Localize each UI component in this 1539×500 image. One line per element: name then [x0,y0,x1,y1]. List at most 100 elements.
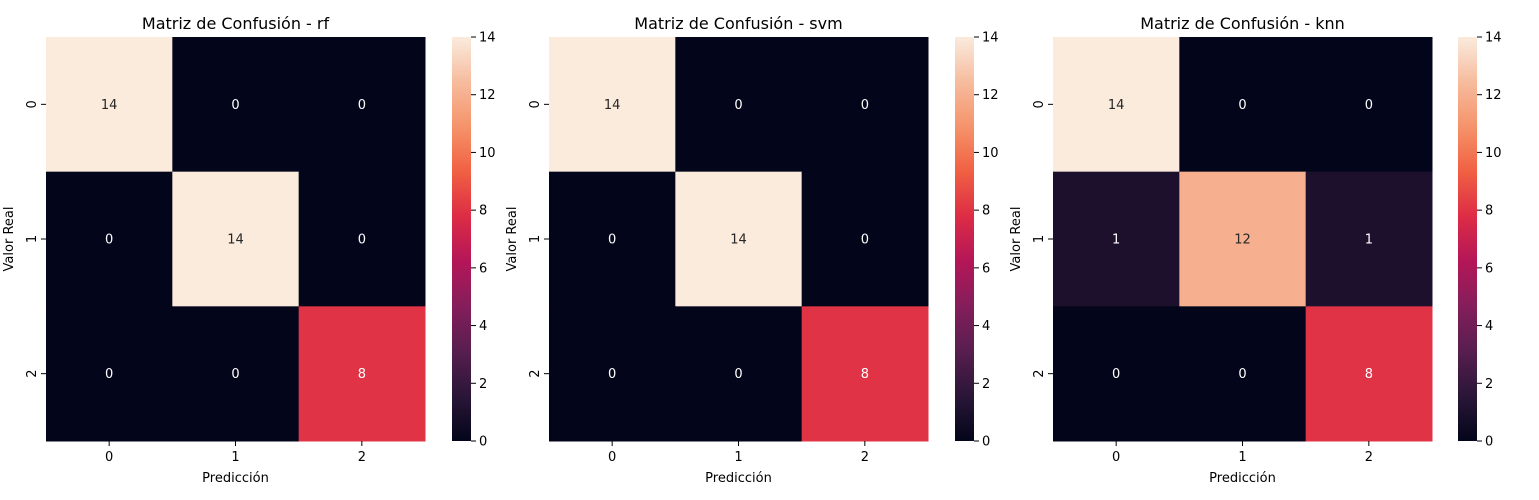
colorbar-tick-label: 6 [1485,261,1493,276]
x-tick-label: 0 [1112,450,1120,465]
y-tick-label: 0 [528,100,543,108]
cell-value-label: 0 [358,233,366,248]
cell-value-label: 8 [861,367,869,382]
heatmap-cell [801,171,929,307]
heatmap-cell [298,37,426,173]
chart-title: Matriz de Confusión - knn [1140,14,1345,33]
heatmap-cell [46,306,173,442]
colorbar-tick-label: 14 [982,31,999,46]
y-tick-label: 2 [1032,370,1047,378]
x-tick-label: 0 [608,450,616,465]
y-tick-label: 0 [1032,100,1047,108]
heatmap-cell [1053,306,1180,442]
heatmap-cell [1305,37,1433,173]
x-tick-label: 2 [1365,450,1373,465]
y-axis-label: Valor Real [505,207,520,272]
colorbar-tick-label: 10 [1485,146,1502,161]
cell-value-label: 14 [604,98,621,113]
colorbar-tick-label: 8 [1485,204,1493,219]
x-tick-label: 0 [105,450,113,465]
colorbar-tick-label: 2 [479,377,487,392]
heatmap-cell [549,171,676,307]
cell-value-label: 1 [1112,233,1120,248]
heatmap-cell [172,37,300,173]
heatmap-cell [549,37,676,173]
cell-value-label: 0 [734,367,742,382]
cell-value-label: 14 [730,233,747,248]
heatmap-cell [675,306,803,442]
x-tick-label: 2 [861,450,869,465]
y-tick-label: 1 [1032,235,1047,243]
x-axis-label: Predicción [202,471,269,486]
colorbar [452,37,471,441]
heatmap-cell [1305,306,1433,442]
cell-value-label: 0 [231,98,239,113]
colorbar-tick-label: 8 [982,204,990,219]
colorbar-tick-label: 2 [982,377,990,392]
cell-value-label: 1 [1365,233,1373,248]
cell-value-label: 0 [1238,367,1246,382]
colorbar-tick-label: 0 [982,435,990,450]
heatmap-cell [1305,171,1433,307]
heatmap-cell [46,171,173,307]
colorbar-tick-label: 6 [479,261,487,276]
x-tick-label: 1 [231,450,239,465]
chart-title: Matriz de Confusión - rf [142,14,330,33]
y-tick-label: 1 [528,235,543,243]
x-tick-label: 1 [1238,450,1246,465]
heatmap-cell [1179,306,1307,442]
heatmap-cell [801,37,929,173]
cell-value-label: 8 [358,367,366,382]
colorbar-tick-label: 14 [479,31,496,46]
heatmap-cell [549,306,676,442]
colorbar-tick-label: 12 [1485,88,1502,103]
cell-value-label: 14 [227,233,244,248]
cell-value-label: 0 [608,367,616,382]
colorbar-tick-label: 4 [982,319,990,334]
colorbar-tick-label: 8 [479,204,487,219]
colorbar-tick-label: 10 [982,146,999,161]
x-tick-label: 2 [358,450,366,465]
x-tick-label: 1 [734,450,742,465]
cell-value-label: 0 [861,98,869,113]
colorbar-tick-label: 0 [1485,435,1493,450]
cell-value-label: 0 [1112,367,1120,382]
colorbar-tick-label: 14 [1485,31,1502,46]
colorbar-tick-label: 12 [982,88,999,103]
cell-value-label: 0 [105,367,113,382]
cell-value-label: 14 [101,98,118,113]
colorbar-tick-label: 0 [479,435,487,450]
cell-value-label: 0 [1238,98,1246,113]
heatmap-cell [675,37,803,173]
heatmap-cell [298,171,426,307]
colorbar-tick-label: 4 [1485,319,1493,334]
heatmap-cell [298,306,426,442]
cell-value-label: 0 [861,233,869,248]
colorbar [1458,37,1477,441]
y-tick-label: 1 [25,235,40,243]
cell-value-label: 0 [608,233,616,248]
cell-value-label: 0 [1365,98,1373,113]
x-axis-label: Predicción [705,471,772,486]
y-tick-label: 2 [528,370,543,378]
colorbar-tick-label: 6 [982,261,990,276]
x-axis-label: Predicción [1209,471,1276,486]
colorbar-tick-label: 12 [479,88,496,103]
chart-title: Matriz de Confusión - svm [634,14,842,33]
cell-value-label: 14 [1108,98,1125,113]
heatmap-cell [1179,37,1307,173]
heatmap-cell [801,306,929,442]
heatmap-cell [675,171,803,307]
y-axis-label: Valor Real [2,207,17,272]
colorbar-tick-label: 10 [479,146,496,161]
y-tick-label: 2 [25,370,40,378]
cell-value-label: 12 [1234,233,1251,248]
heatmap-cell [1179,171,1307,307]
cell-value-label: 8 [1365,367,1373,382]
colorbar-tick-label: 4 [479,319,487,334]
